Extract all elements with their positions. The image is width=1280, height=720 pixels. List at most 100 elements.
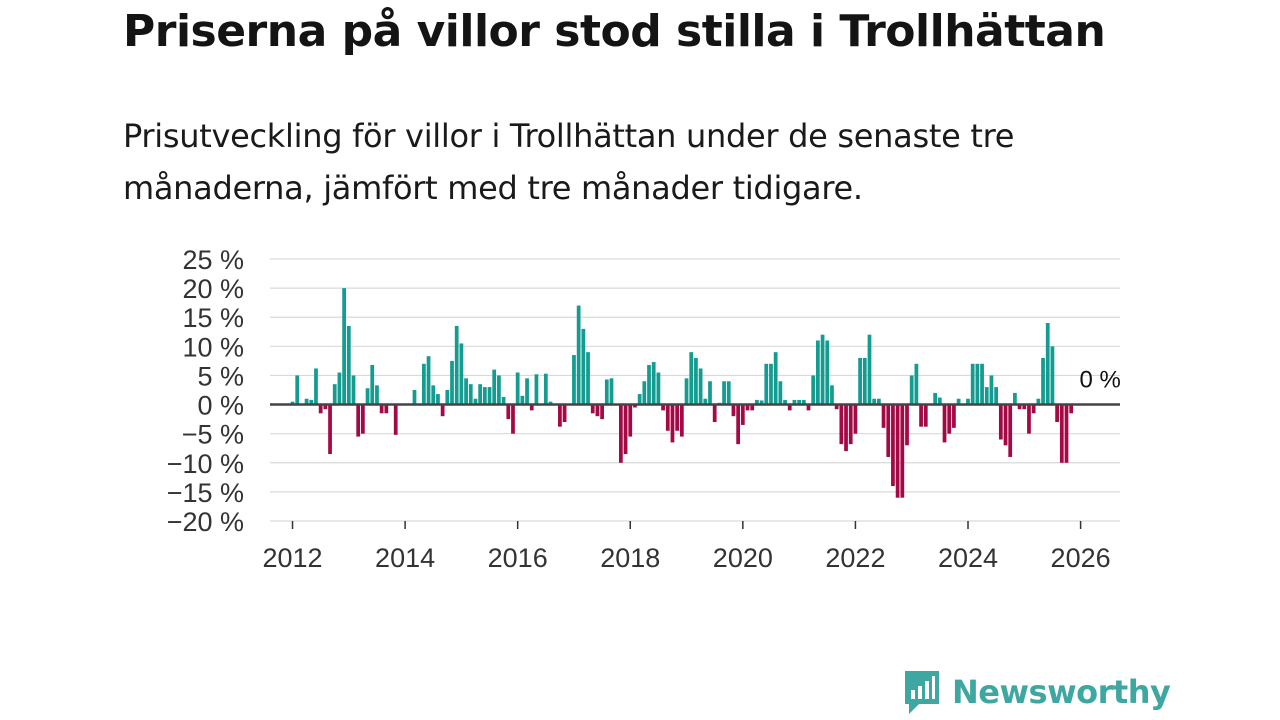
bar [459, 343, 464, 405]
bar [393, 404, 398, 435]
bar [356, 404, 361, 437]
bar [473, 398, 478, 405]
bar [562, 404, 567, 423]
y-tick-label: −10 % [167, 449, 244, 479]
bar [778, 381, 783, 405]
bar [881, 404, 886, 428]
bar [647, 364, 651, 405]
bar [590, 404, 595, 414]
bar [1017, 404, 1022, 410]
bar [830, 385, 834, 405]
bar [787, 404, 792, 411]
bar [651, 362, 656, 405]
bar [600, 404, 604, 420]
bar [848, 404, 853, 445]
bar [450, 360, 454, 405]
bar [1059, 404, 1064, 463]
bar [816, 340, 820, 405]
bar [858, 357, 862, 405]
bar [966, 398, 970, 405]
axes: 25 %20 %15 %10 %5 %0 %−5 %−10 %−15 %−20 … [167, 245, 1120, 573]
bar [872, 398, 877, 405]
bar [558, 404, 562, 427]
bar [370, 364, 375, 405]
bar [1013, 392, 1017, 405]
bar [482, 387, 487, 405]
bar [773, 352, 778, 405]
bar [520, 395, 525, 405]
bar [365, 388, 370, 405]
x-tick-label: 2024 [938, 543, 998, 573]
bar [839, 404, 844, 445]
bar [323, 404, 328, 410]
bar [661, 404, 665, 411]
bar [783, 399, 787, 405]
bar [604, 379, 609, 405]
bar [431, 385, 436, 405]
bar [1008, 404, 1013, 457]
bar [501, 396, 506, 405]
last-value-annotation: 0 % [1080, 367, 1121, 394]
bar [980, 363, 984, 405]
bar [956, 398, 961, 405]
bar [797, 399, 801, 405]
bar [506, 404, 511, 420]
bar [497, 375, 501, 405]
y-tick-label: 10 % [182, 332, 244, 362]
bar [970, 363, 975, 405]
bar [426, 356, 431, 405]
bar [440, 404, 445, 417]
y-tick-label: −20 % [167, 507, 244, 537]
bar [712, 404, 717, 423]
bar [487, 387, 492, 405]
bar [623, 404, 628, 455]
bar [337, 372, 342, 405]
bar [375, 385, 379, 405]
bar [876, 398, 881, 405]
bar [923, 404, 928, 427]
x-tick-label: 2020 [713, 543, 773, 573]
bar [290, 401, 295, 405]
bar [1064, 404, 1069, 463]
bar [529, 404, 534, 411]
bar [811, 375, 816, 405]
bar [525, 378, 529, 405]
bar [736, 404, 741, 445]
bar [684, 378, 689, 405]
bar [1045, 323, 1050, 405]
bar [609, 378, 614, 405]
bar [468, 384, 473, 405]
bar [891, 404, 895, 487]
brand-logo[interactable]: Newsworthy [902, 668, 1171, 716]
bar [698, 368, 703, 405]
bar [947, 404, 952, 434]
y-tick-label: 25 % [182, 245, 244, 275]
bar [361, 404, 365, 434]
bar [670, 404, 675, 443]
bar [543, 373, 548, 405]
bar [919, 404, 923, 427]
bar [989, 375, 994, 405]
bar [642, 381, 647, 405]
bar [740, 404, 745, 425]
bar [478, 384, 483, 405]
bar [942, 404, 947, 443]
bar [755, 399, 759, 405]
y-tick-label: −15 % [167, 478, 244, 508]
bar [998, 404, 1003, 440]
bar [994, 387, 999, 405]
x-tick-label: 2018 [600, 543, 660, 573]
bar [309, 399, 314, 405]
bar [708, 381, 712, 405]
brand-name: Newsworthy [952, 673, 1171, 711]
chart-title: Priserna på villor stod stilla i Trollhä… [123, 6, 1106, 57]
bar [318, 404, 323, 414]
bar [675, 404, 680, 431]
bar [679, 404, 684, 437]
bar [801, 399, 806, 405]
chart-subtitle: Prisutveckling för villor i Trollhättan … [123, 117, 1015, 207]
bar [548, 401, 553, 405]
bar [820, 334, 825, 405]
bar [1041, 357, 1045, 405]
bar [1003, 404, 1008, 446]
